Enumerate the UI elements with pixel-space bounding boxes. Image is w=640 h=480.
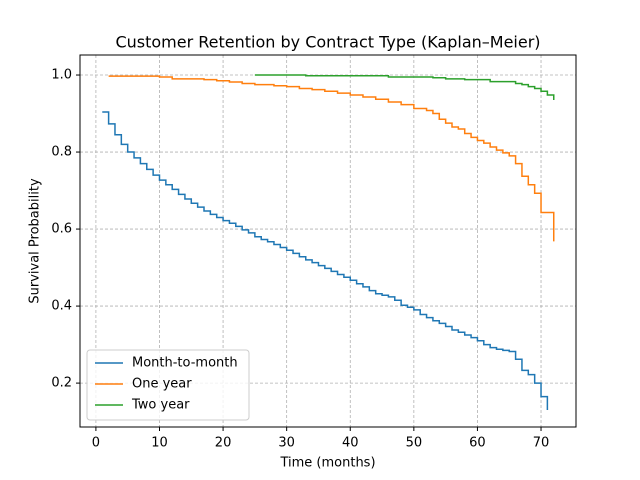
legend-label: Two year (131, 398, 190, 413)
x-tick-label: 40 (342, 436, 359, 451)
chart-title: Customer Retention by Contract Type (Kap… (115, 33, 540, 52)
survival-curve (254, 74, 555, 101)
y-tick-label: 0.6 (51, 222, 72, 237)
legend-box (86, 349, 250, 421)
survival-curve (102, 111, 549, 411)
y-tick-label: 0.2 (51, 376, 72, 391)
x-axis-label: Time (months) (279, 456, 375, 471)
x-tick-label: 70 (533, 436, 550, 451)
x-tick-label: 30 (278, 436, 295, 451)
legend-label: Month-to-month (132, 356, 238, 371)
y-tick-label: 0.4 (51, 299, 72, 314)
y-tick-label: 0.8 (51, 145, 72, 160)
x-tick-label: 10 (151, 436, 168, 451)
x-tick-label: 60 (469, 436, 486, 451)
x-tick-label: 20 (215, 436, 232, 451)
survival-curve (108, 75, 555, 242)
x-tick-label: 0 (92, 436, 100, 451)
y-axis-label: Survival Probability (28, 178, 43, 304)
plot-frame (79, 54, 577, 428)
x-tick-label: 50 (406, 436, 423, 451)
legend-label: One year (132, 377, 192, 392)
y-tick-label: 1.0 (51, 68, 72, 83)
